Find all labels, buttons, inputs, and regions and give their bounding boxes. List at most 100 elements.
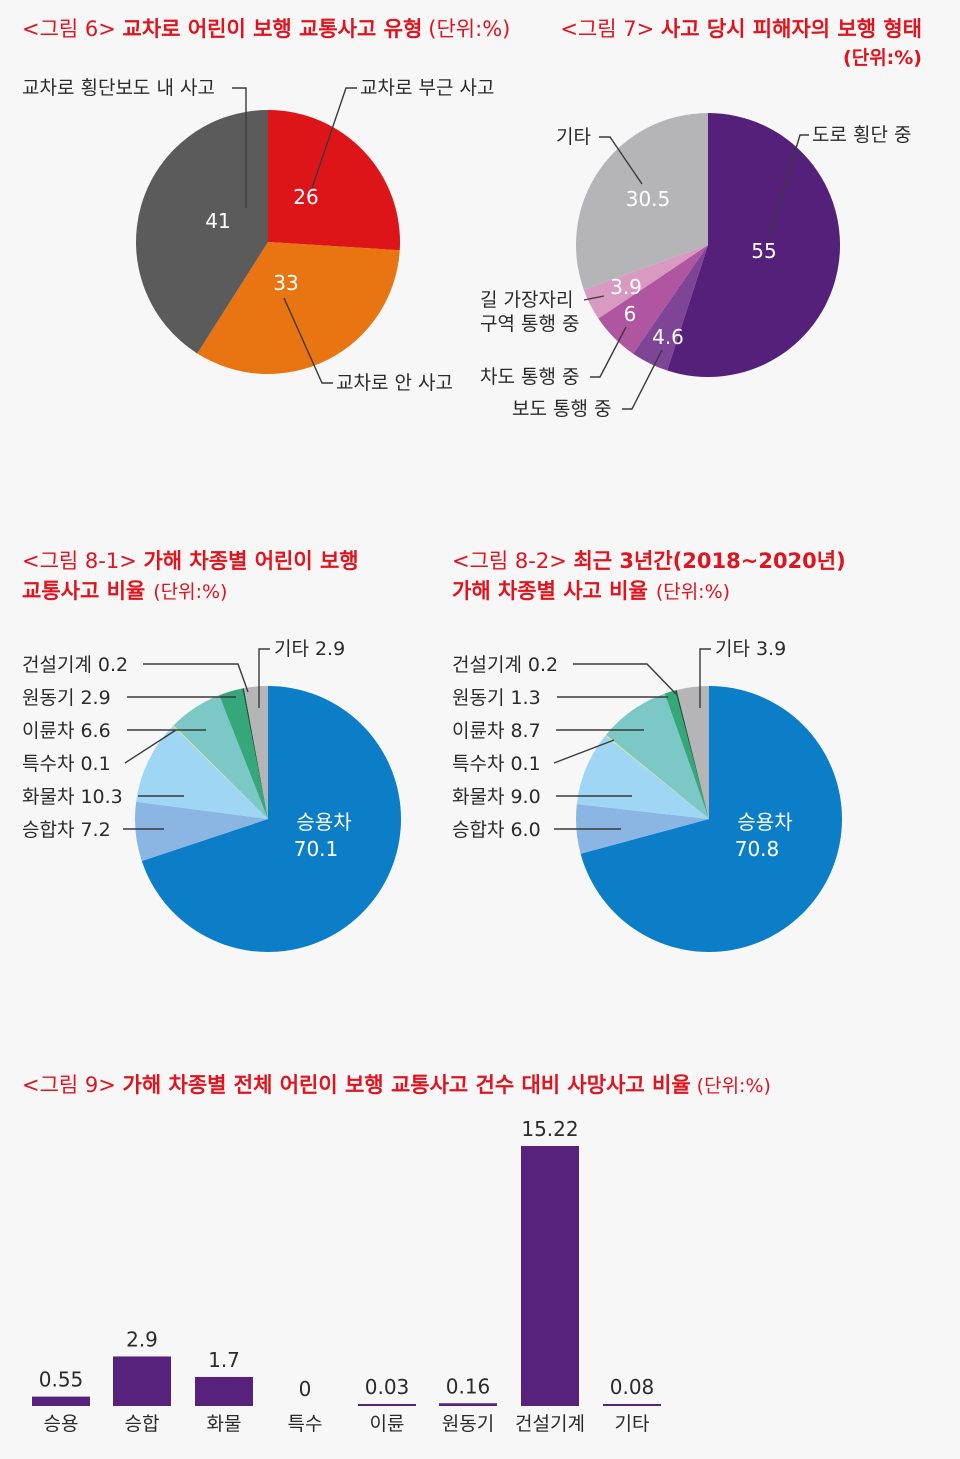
fig7-pie [575, 112, 840, 377]
fig8-2-value-0: 70.8 [735, 837, 780, 861]
fig9-category-2: 화물 [207, 1413, 242, 1435]
fig6-leader-2 [232, 87, 247, 208]
fig9-category-1: 승합 [125, 1413, 160, 1435]
fig8-1-label-4: 이륜차 6.6 [22, 720, 111, 742]
fig6-title: <그림 6> 교차로 어린이 보행 교통사고 유형 (단위:%) [22, 17, 510, 41]
fig8-1-label-0: 승용차 [296, 810, 351, 834]
fig9-bar-0 [32, 1396, 90, 1406]
fig9-category-5: 원동기 [442, 1413, 494, 1435]
fig8-2-slice-6 [675, 689, 709, 819]
fig8-1-slice-6 [242, 688, 268, 819]
fig9-category-7: 기타 [615, 1413, 650, 1435]
fig6-slice-1 [197, 242, 400, 374]
fig8-2-label-6: 건설기계 0.2 [452, 654, 558, 676]
fig7-leader-1 [622, 349, 663, 410]
fig8-2-title-line1: <그림 8-2> 최근 3년간(2018~2020년) [452, 549, 846, 573]
fig7-label-3b: 구역 통행 중 [480, 313, 579, 335]
fig7-label-1: 보도 통행 중 [512, 398, 611, 420]
fig9-value-3: 0 [299, 1377, 312, 1401]
fig8-1-title-line2: 교통사고 비율 (단위:%) [22, 579, 227, 603]
fig6-slice-2 [136, 110, 268, 354]
fig7-slice-0 [667, 113, 840, 377]
fig9-bar-2 [195, 1376, 253, 1406]
fig6-label-0: 교차로 부근 사고 [360, 77, 494, 99]
fig8-1-leader-6 [143, 663, 249, 693]
fig8-1-label-2: 화물차 10.3 [22, 786, 123, 808]
fig8-1-slice-5 [219, 688, 268, 819]
fig8-2-slice-4 [605, 693, 709, 819]
fig8-2-slice-2 [576, 735, 709, 819]
fig8-1-label-7: 기타 2.9 [274, 638, 345, 660]
fig8-1-pie [134, 686, 402, 953]
fig8-1-leader-7 [258, 648, 270, 708]
fig6-leader-1 [283, 297, 333, 384]
fig7-slice-2 [598, 245, 708, 354]
fig8-2-leader-6 [573, 663, 677, 695]
fig8-1-label-6: 건설기계 0.2 [22, 654, 128, 676]
fig7-leader-2 [590, 326, 627, 378]
fig6-value-1: 33 [273, 271, 298, 295]
fig8-1-label-5: 원동기 2.9 [22, 687, 111, 709]
fig8-1-title-line1: <그림 8-1> 가해 차종별 어린이 보행 [22, 549, 359, 573]
fig7-slice-4 [575, 112, 708, 290]
fig8-1-label-1: 승합차 7.2 [22, 819, 111, 841]
fig7-label-0: 도로 횡단 중 [812, 124, 911, 146]
fig9-bar-7 [603, 1404, 661, 1406]
fig8-2-pie [575, 686, 842, 953]
fig7-leader-4 [599, 136, 643, 185]
fig6-slice-0 [268, 110, 401, 251]
fig7-unit: (단위:%) [843, 47, 922, 69]
fig6-label-1: 교차로 안 사고 [336, 372, 453, 394]
fig8-2-label-4: 이륜차 8.7 [452, 720, 541, 742]
fig9-value-1: 2.9 [126, 1327, 158, 1351]
fig8-2-label-7: 기타 3.9 [715, 638, 786, 660]
fig8-2-leader-3 [553, 739, 615, 764]
fig9-bar-6 [521, 1146, 579, 1406]
fig8-1-slice-7 [243, 686, 268, 819]
fig8-2-slice-5 [664, 690, 709, 819]
fig9-value-7: 0.08 [610, 1375, 655, 1399]
fig9-value-4: 0.03 [365, 1375, 410, 1399]
fig9-value-6: 15.22 [521, 1117, 578, 1141]
fig9-category-6: 건설기계 [515, 1413, 585, 1435]
fig9-bar-4 [358, 1404, 416, 1406]
fig7-value-1: 4.6 [652, 325, 684, 349]
fig7-value-0: 55 [751, 239, 776, 263]
fig9-title: <그림 9> 가해 차종별 전체 어린이 보행 교통사고 건수 대비 사망사고 … [22, 1073, 771, 1097]
fig7-value-3: 3.9 [610, 275, 642, 299]
fig8-1-slice-4 [173, 695, 268, 819]
fig6-leader-0 [311, 87, 357, 189]
fig8-1-slice-3 [173, 725, 268, 819]
fig8-2-label-5: 원동기 1.3 [452, 687, 541, 709]
fig8-1-value-0: 70.1 [294, 837, 339, 861]
fig8-2-leader-7 [699, 648, 711, 708]
fig9-value-0: 0.55 [39, 1368, 84, 1392]
fig7-label-2: 차도 통행 중 [480, 366, 579, 388]
fig8-2-label-3: 특수차 0.1 [452, 753, 541, 775]
fig6-pie [136, 110, 401, 374]
fig9-category-0: 승용 [44, 1413, 79, 1435]
fig8-2-slice-1 [575, 803, 709, 854]
fig7-leader-0 [769, 134, 809, 237]
fig9-value-5: 0.16 [446, 1374, 491, 1398]
fig9-bar-1 [113, 1356, 171, 1406]
fig8-2-slice-7 [676, 686, 709, 819]
fig6-value-0: 26 [293, 185, 318, 209]
fig9-category-3: 특수 [288, 1413, 323, 1435]
fig9-value-2: 1.7 [208, 1348, 240, 1372]
fig8-2-label-2: 화물차 9.0 [452, 786, 541, 808]
fig7-slice-3 [583, 245, 708, 319]
fig8-2-slice-0 [580, 686, 842, 953]
fig7-title: <그림 7> 사고 당시 피해자의 보행 형태 [560, 17, 922, 41]
fig8-2-slice-3 [605, 734, 709, 819]
fig9-bar-5 [439, 1403, 497, 1406]
fig7-leader-3 [583, 295, 605, 301]
fig6-value-2: 41 [205, 209, 230, 233]
fig7-label-3a: 길 가장자리 [480, 289, 573, 311]
fig8-2-title-line2: 가해 차종별 사고 비율 (단위:%) [452, 579, 730, 603]
fig7-label-4: 기타 [556, 126, 591, 148]
fig7-value-2: 6 [624, 302, 637, 326]
fig8-1-label-3: 특수차 0.1 [22, 753, 111, 775]
fig8-1-slice-0 [141, 686, 402, 953]
